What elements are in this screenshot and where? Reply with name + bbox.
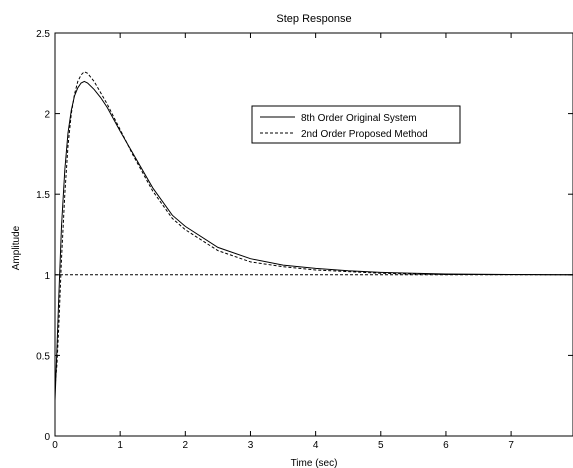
- y-tick-label: 0.5: [36, 351, 50, 362]
- series-line-original: [54, 80, 573, 401]
- axis-ticks: 0 1 2 3 4 5 6 7 0 0.5 1 1.5 2 2.5: [36, 29, 573, 451]
- legend: 8th Order Original System 2nd Order Prop…: [251, 105, 461, 144]
- legend-box: [251, 105, 461, 144]
- y-tick-label: 2: [44, 110, 50, 121]
- x-tick-label: 5: [378, 440, 384, 451]
- legend-label-original: 8th Order Original System: [301, 113, 417, 124]
- x-axis-label: Time (sec): [291, 458, 338, 468]
- y-tick-label: 1: [44, 271, 50, 282]
- x-tick-label: 4: [313, 440, 319, 451]
- x-tick-label: 1: [117, 440, 123, 451]
- plot-area: [54, 32, 573, 437]
- x-tick-label: 2: [183, 440, 189, 451]
- x-tick-label: 0: [52, 440, 58, 451]
- x-tick-label: 7: [508, 440, 514, 451]
- series-layer: [54, 71, 573, 401]
- y-tick-label: 1.5: [36, 190, 50, 201]
- x-tick-label: 6: [443, 440, 449, 451]
- series-line-proposed: [54, 71, 573, 388]
- y-axis-label: Amplitude: [11, 225, 22, 270]
- y-tick-label: 2.5: [36, 29, 50, 40]
- x-tick-label: 3: [248, 440, 254, 451]
- y-tick-label: 0: [44, 432, 50, 443]
- chart-title: Step Response: [276, 13, 351, 25]
- legend-label-proposed: 2nd Order Proposed Method: [301, 129, 428, 140]
